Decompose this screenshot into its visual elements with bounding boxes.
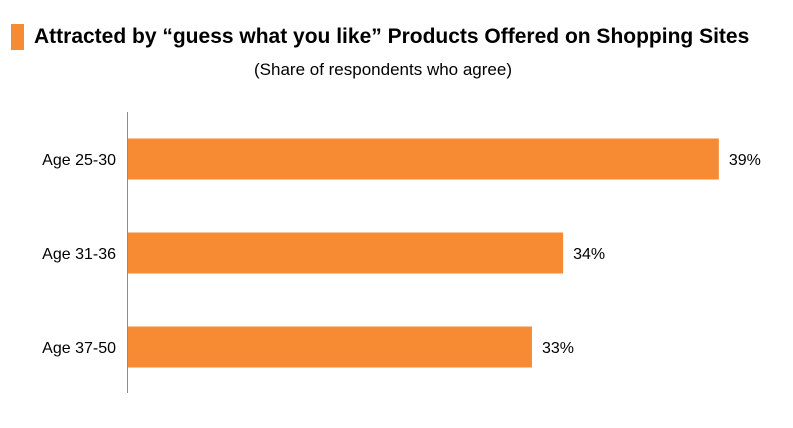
bar-age-37-50	[127, 326, 532, 368]
category-label: Age 25-30	[42, 152, 116, 169]
chart-subtitle: (Share of respondents who agree)	[254, 60, 512, 79]
chart-title: Attracted by “guess what you like” Produ…	[34, 25, 750, 48]
category-label: Age 31-36	[42, 246, 116, 263]
category-label: Age 37-50	[42, 340, 116, 357]
bar-age-25-30	[127, 138, 719, 180]
value-label: 33%	[542, 340, 574, 357]
value-label: 34%	[573, 246, 605, 263]
bar-age-31-36	[127, 232, 564, 274]
value-label: 39%	[729, 152, 761, 169]
title-accent-block	[11, 24, 24, 50]
